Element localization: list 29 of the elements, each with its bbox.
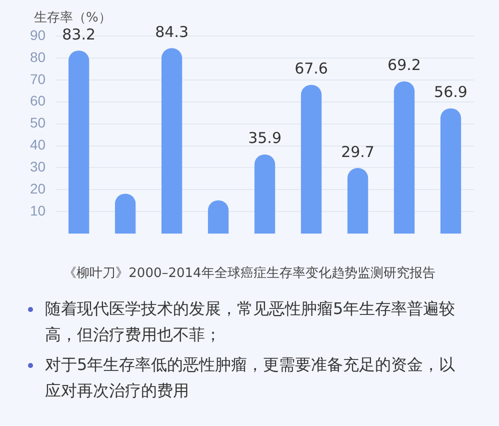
bar — [161, 48, 182, 234]
y-tick-label: 90 — [30, 26, 46, 43]
bar — [68, 50, 90, 234]
data-label: 56.9 — [434, 83, 468, 102]
data-label: 29.7 — [341, 142, 374, 161]
y-tick-label: 50 — [30, 114, 46, 131]
y-axis-title: 生存率（%） — [34, 9, 112, 26]
y-tick-label: 40 — [30, 136, 46, 153]
y-tick-label: 80 — [30, 48, 46, 65]
data-label: 35.9 — [248, 129, 282, 148]
text: 《柳叶刀》2000–2014年全球癌症生存率变化趋势监测研究报告 — [62, 265, 436, 282]
bar — [347, 168, 368, 234]
bar — [440, 108, 462, 234]
text: 对于5年生存率低的恶性肿瘤，更需要准备充足的资金，以应对再次治疗的费用 — [45, 355, 456, 400]
bar — [254, 154, 276, 234]
data-label: 83.2 — [62, 25, 96, 44]
data-label: 67.6 — [294, 60, 328, 78]
bar — [300, 84, 322, 234]
data-label: 84.3 — [155, 22, 189, 41]
y-tick-label: 70 — [30, 70, 46, 87]
bar — [114, 194, 136, 234]
y-tick-label: 60 — [30, 92, 46, 109]
bar — [208, 200, 229, 234]
text: 随着现代医学技术的发展，常见恶性肿瘤5年生存率普遍较高，但治疗费用也不菲； — [45, 299, 456, 344]
bar — [394, 81, 415, 234]
y-tick-label: 20 — [30, 180, 46, 197]
data-label: 69.2 — [388, 56, 421, 74]
y-tick-label: 30 — [30, 158, 46, 175]
y-tick-label: 10 — [30, 202, 46, 219]
